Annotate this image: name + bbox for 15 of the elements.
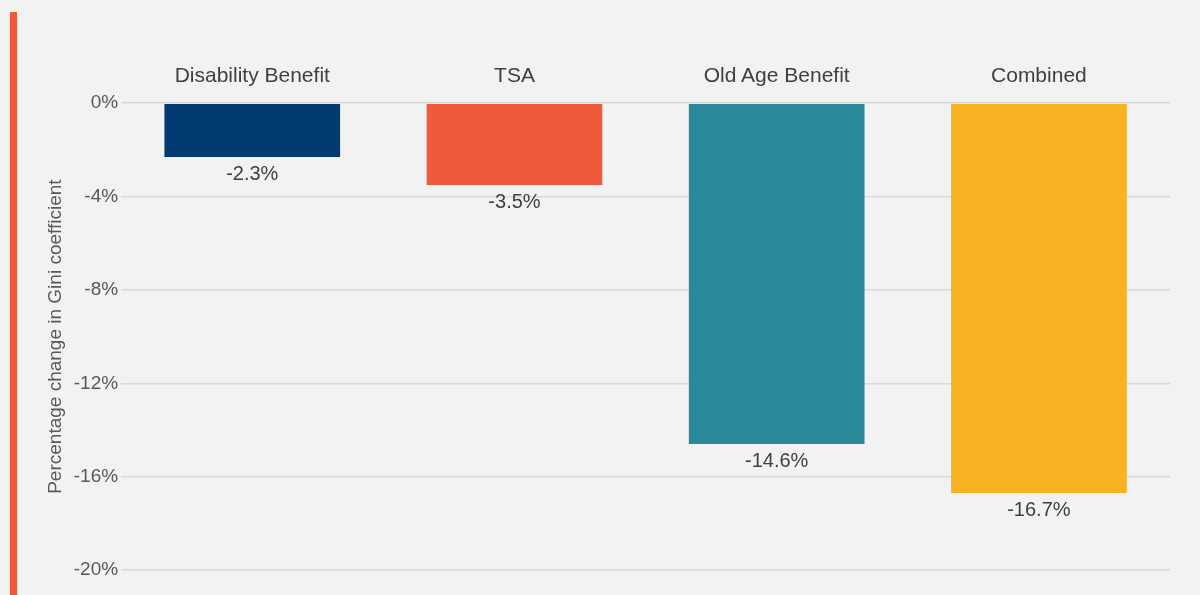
y-axis-title: Percentage change in Gini coefficient — [43, 178, 65, 494]
data-label: -2.3% — [226, 162, 279, 185]
y-tick-label: -12% — [73, 371, 119, 393]
data-label: -14.6% — [745, 449, 809, 472]
y-tick-label: 0% — [90, 91, 119, 113]
y-tick-label: -8% — [84, 278, 119, 300]
data-label: -3.5% — [488, 190, 541, 213]
x-tick-label: TSA — [494, 63, 535, 87]
y-tick-label: -20% — [73, 558, 119, 580]
x-tick-label: Disability Benefit — [174, 63, 331, 87]
y-tick-label: -4% — [84, 184, 119, 206]
y-tick-label: -16% — [73, 464, 119, 486]
data-label: -16.7% — [1007, 498, 1071, 521]
x-tick-label: Old Age Benefit — [703, 63, 850, 87]
x-tick-label: Combined — [991, 63, 1087, 87]
